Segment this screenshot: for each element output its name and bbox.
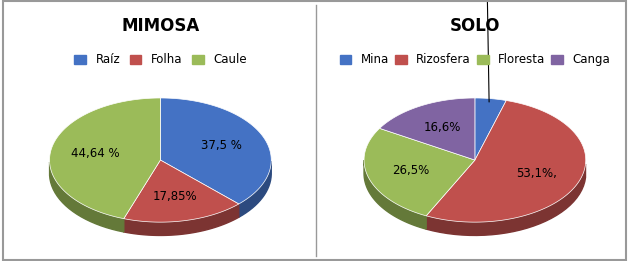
Polygon shape [239, 161, 271, 217]
Text: 53,1%,: 53,1%, [516, 167, 557, 180]
Text: MIMOSA: MIMOSA [121, 17, 199, 35]
Polygon shape [364, 128, 475, 216]
Text: 37,5 %: 37,5 % [201, 139, 242, 152]
Legend: Mina, Rizosfera, Floresta, Canga: Mina, Rizosfera, Floresta, Canga [335, 49, 615, 71]
Polygon shape [364, 160, 426, 229]
Text: 44,64 %: 44,64 % [70, 147, 119, 160]
Polygon shape [50, 98, 160, 219]
Polygon shape [426, 100, 586, 222]
Legend: Raíz, Folha, Caule: Raíz, Folha, Caule [69, 49, 252, 71]
Polygon shape [160, 98, 271, 204]
Polygon shape [426, 164, 586, 235]
Polygon shape [124, 160, 239, 222]
Polygon shape [475, 98, 506, 160]
Polygon shape [124, 204, 239, 235]
Text: 17,85%: 17,85% [153, 190, 198, 203]
Text: 26,5%: 26,5% [392, 164, 430, 177]
Text: 16,6%: 16,6% [423, 121, 460, 134]
Text: 4,6%: 4,6% [472, 0, 502, 102]
Polygon shape [50, 162, 124, 232]
Polygon shape [379, 98, 475, 160]
Text: SOLO: SOLO [450, 17, 500, 35]
